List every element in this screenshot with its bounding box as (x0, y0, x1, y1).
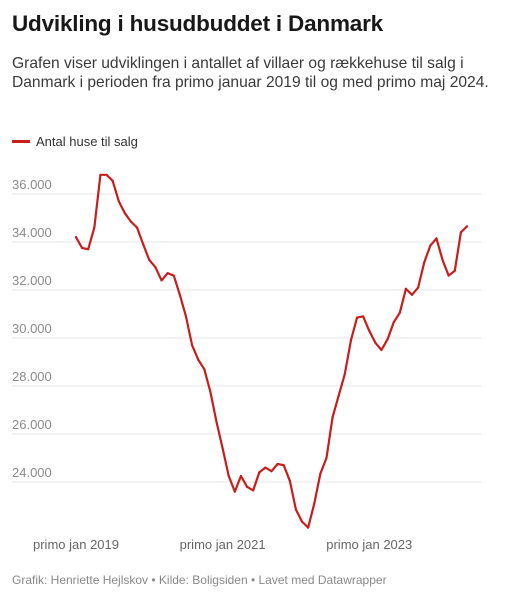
data-point (380, 348, 383, 352)
data-point (135, 226, 139, 229)
data-point (325, 456, 328, 460)
data-point (453, 269, 456, 272)
y-tick-label: 36.000 (12, 177, 52, 192)
data-point (398, 311, 401, 314)
y-tick-label: 28.000 (12, 369, 52, 384)
legend: Antal huse til salg (12, 132, 138, 150)
x-tick-label: primo jan 2023 (326, 537, 412, 552)
data-point (368, 329, 371, 332)
y-tick-label: 30.000 (12, 321, 52, 336)
data-point (355, 316, 359, 319)
data-point (459, 231, 462, 234)
data-point (404, 287, 408, 290)
data-point (117, 200, 120, 203)
data-point (190, 344, 194, 347)
data-point (343, 372, 346, 376)
data-point (337, 394, 340, 397)
x-tick-label: primo jan 2019 (33, 537, 119, 552)
y-axis-tick-labels: 24.000 26.000 28.000 30.000 32.000 34.000 36.0… (12, 177, 52, 480)
y-tick-label: 34.000 (12, 225, 52, 240)
data-point (252, 489, 255, 492)
data-point (239, 474, 243, 478)
data-point (374, 341, 377, 344)
data-point (93, 226, 96, 229)
data-point (270, 470, 273, 473)
data-point (349, 339, 353, 342)
data-point (123, 212, 126, 215)
data-point (105, 173, 108, 176)
data-point (87, 248, 90, 251)
gridlines (12, 193, 481, 483)
data-point (172, 274, 175, 277)
y-tick-label: 24.000 (12, 465, 52, 480)
data-point (386, 338, 389, 341)
data-point (264, 466, 267, 469)
data-point (417, 286, 420, 289)
data-point (300, 520, 304, 523)
legend-label: Antal huse til salg (36, 133, 138, 149)
data-point (429, 244, 432, 247)
data-point (423, 261, 426, 264)
data-point (74, 236, 78, 239)
legend-swatch (12, 139, 30, 143)
data-point (209, 390, 212, 394)
data-point (160, 279, 163, 282)
data-point (410, 293, 414, 296)
data-point (154, 266, 157, 269)
data-point (282, 464, 285, 467)
data-point (184, 315, 188, 318)
data-point (276, 462, 279, 466)
series-layer (74, 173, 469, 529)
data-point (294, 508, 298, 511)
data-point (313, 502, 316, 505)
chart-title: Udvikling i husudbuddet i Danmark (12, 11, 383, 36)
data-point (435, 237, 438, 240)
data-point (99, 173, 102, 176)
data-point (362, 315, 365, 318)
data-point (441, 258, 444, 262)
data-point (221, 447, 224, 450)
data-point (233, 490, 236, 493)
data-point (111, 179, 114, 182)
y-tick-label: 26.000 (12, 417, 52, 432)
data-point (227, 474, 230, 478)
data-point (81, 246, 84, 250)
data-point (307, 526, 310, 529)
y-tick-label: 32.000 (12, 273, 52, 288)
data-point (142, 243, 145, 246)
data-point (288, 479, 291, 482)
data-point (166, 272, 169, 275)
data-point (148, 258, 151, 262)
data-point (203, 368, 206, 371)
data-point (129, 220, 133, 223)
data-point (392, 321, 395, 324)
x-tick-label: primo jan 2021 (180, 537, 266, 552)
data-point (245, 485, 249, 488)
series-line-antal-huse (74, 173, 469, 529)
data-point (178, 293, 181, 296)
chart-description: Grafen viser udviklingen i antallet af v… (12, 55, 489, 91)
data-point (258, 471, 261, 474)
data-point (319, 472, 322, 475)
data-point (331, 416, 334, 419)
data-point (215, 420, 218, 424)
x-axis-tick-labels: primo jan 2019 primo jan 2021 primo jan 20… (33, 537, 412, 552)
chart-footer: Grafik: Henriette Hejlskov • Kilde: Boli… (12, 573, 387, 587)
data-point (197, 358, 200, 361)
data-point (465, 225, 469, 228)
data-point (447, 274, 450, 277)
